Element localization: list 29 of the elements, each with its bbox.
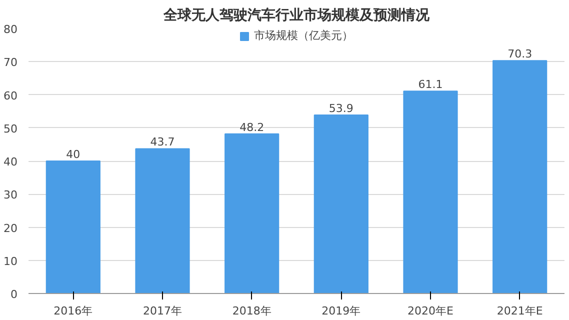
x-tick-label: 2019年	[322, 304, 361, 318]
bar	[314, 114, 368, 294]
y-tick-label: 60	[4, 89, 18, 102]
chart-title: 全球无人驾驶汽车行业市场规模及预测情况	[162, 6, 430, 24]
x-tick-label: 2020年E	[408, 304, 454, 318]
bar	[224, 133, 280, 294]
y-tick-label: 30	[4, 188, 18, 202]
bar	[135, 148, 190, 294]
y-tick-label: 50	[4, 122, 18, 136]
bar	[403, 90, 458, 294]
y-tick-label: 80	[4, 23, 18, 36]
y-tick-label: 10	[4, 254, 18, 268]
x-tick-label: 2018年	[232, 304, 272, 318]
data-label: 61.1	[418, 78, 443, 92]
bar	[46, 160, 100, 294]
y-tick-label: 0	[10, 288, 18, 301]
x-tick-label: 2021年E	[496, 304, 543, 318]
legend-label: 市场规模（亿美元）	[254, 28, 353, 43]
data-label: 48.2	[240, 120, 264, 134]
data-label: 53.9	[328, 102, 354, 115]
y-tick-label: 20	[4, 222, 18, 235]
data-label: 43.7	[150, 136, 175, 149]
y-tick-label: 70	[4, 56, 18, 70]
data-label: 70.3	[508, 48, 532, 61]
x-tick-label: 2016年	[54, 304, 93, 318]
data-label: 40	[66, 148, 80, 161]
y-tick-label: 40	[4, 156, 18, 168]
x-tick-label: 2017年	[143, 304, 182, 318]
bar	[492, 60, 548, 294]
